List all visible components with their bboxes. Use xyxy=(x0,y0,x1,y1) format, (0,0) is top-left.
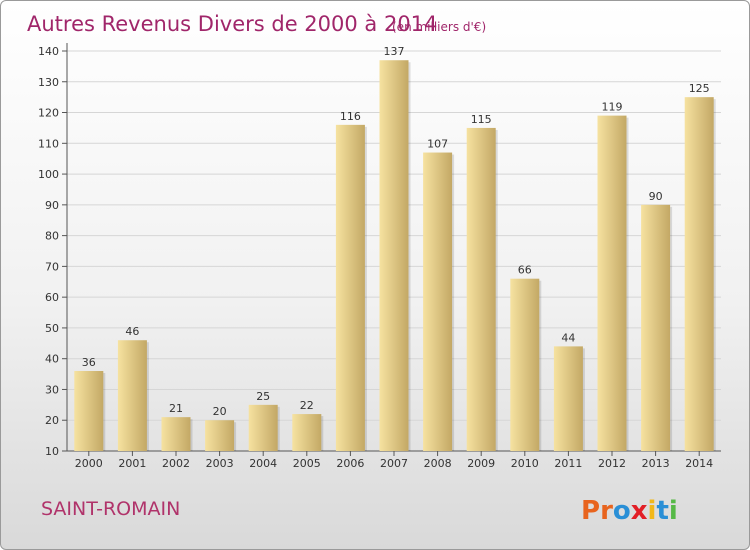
x-tick-label: 2013 xyxy=(642,457,670,470)
y-tick-label: 130 xyxy=(38,76,59,89)
axes: 10 20 30 40 50 60 70 80 90 100 110 120 130 140 2000 200… xyxy=(38,43,721,470)
bar-2013 xyxy=(641,204,671,451)
x-tick-label: 2011 xyxy=(554,457,582,470)
bar-2009 xyxy=(466,127,496,451)
x-tick-label: 2014 xyxy=(685,457,713,470)
x-tick-label: 2010 xyxy=(511,457,539,470)
bar-2002 xyxy=(161,417,191,451)
x-tick-label: 2007 xyxy=(380,457,408,470)
data-label: 25 xyxy=(256,390,270,403)
x-tick-label: 2008 xyxy=(424,457,452,470)
bar-2011 xyxy=(553,346,583,451)
bar-2010 xyxy=(510,278,540,451)
y-tick-label: 140 xyxy=(38,45,59,58)
x-tick-label: 2003 xyxy=(206,457,234,470)
brand-letter: P xyxy=(581,496,600,526)
y-tick-label: 30 xyxy=(45,383,59,396)
y-tick-label: 10 xyxy=(45,445,59,458)
data-label: 36 xyxy=(82,356,96,369)
bar-2014 xyxy=(684,97,714,452)
brand-letter: i xyxy=(648,496,657,526)
data-label: 90 xyxy=(649,190,663,203)
bar-2008 xyxy=(423,152,453,452)
data-label: 66 xyxy=(518,264,532,277)
bar-2012 xyxy=(597,115,627,451)
data-label: 125 xyxy=(689,82,710,95)
y-tick-label: 80 xyxy=(45,230,59,243)
bar-2003 xyxy=(205,420,235,451)
y-tick-label: 100 xyxy=(38,168,59,181)
bar-2007 xyxy=(379,60,409,451)
bar-2001 xyxy=(117,340,147,451)
data-label: 137 xyxy=(384,45,405,58)
bar-2004 xyxy=(248,404,278,451)
bar-2000 xyxy=(74,371,104,451)
y-tick-label: 60 xyxy=(45,291,59,304)
data-label: 119 xyxy=(602,101,623,114)
data-label: 20 xyxy=(213,405,227,418)
y-tick-label: 40 xyxy=(45,353,59,366)
data-label: 46 xyxy=(125,325,139,338)
data-label: 22 xyxy=(300,399,314,412)
x-tick-label: 2004 xyxy=(249,457,277,470)
data-label: 107 xyxy=(427,138,448,151)
y-tick-label: 50 xyxy=(45,322,59,335)
data-label: 44 xyxy=(561,331,575,344)
commune-name: SAINT-ROMAIN xyxy=(41,498,180,520)
brand-letter: x xyxy=(631,496,648,526)
brand-letter: o xyxy=(613,496,631,526)
y-tick-label: 20 xyxy=(45,414,59,427)
x-tick-label: 2001 xyxy=(118,457,146,470)
data-label: 21 xyxy=(169,402,183,415)
brand-letter: i xyxy=(669,496,678,526)
data-label: 116 xyxy=(340,110,361,123)
x-tick-label: 2005 xyxy=(293,457,321,470)
chart-unit: (en milliers d'€) xyxy=(392,20,486,34)
y-tick-label: 120 xyxy=(38,107,59,120)
x-tick-label: 2002 xyxy=(162,457,190,470)
x-tick-label: 2006 xyxy=(336,457,364,470)
y-tick-label: 90 xyxy=(45,199,59,212)
x-tick-label: 2000 xyxy=(75,457,103,470)
y-tick-label: 110 xyxy=(38,137,59,150)
data-labels: 36 46 21 20 25 22 116 137 107 115 66 44 119 90 125 xyxy=(82,45,710,418)
bar-2005 xyxy=(292,414,322,451)
brand-letter: t xyxy=(656,496,668,526)
y-tick-label: 70 xyxy=(45,260,59,273)
x-tick-label: 2012 xyxy=(598,457,626,470)
brand-letter: r xyxy=(600,496,613,526)
chart-title: Autres Revenus Divers de 2000 à 2014 xyxy=(27,12,437,36)
data-label: 115 xyxy=(471,113,492,126)
bars xyxy=(74,60,716,452)
bar-2006 xyxy=(335,124,365,451)
brand-logo: Proxiti xyxy=(581,496,678,526)
x-tick-label: 2009 xyxy=(467,457,495,470)
